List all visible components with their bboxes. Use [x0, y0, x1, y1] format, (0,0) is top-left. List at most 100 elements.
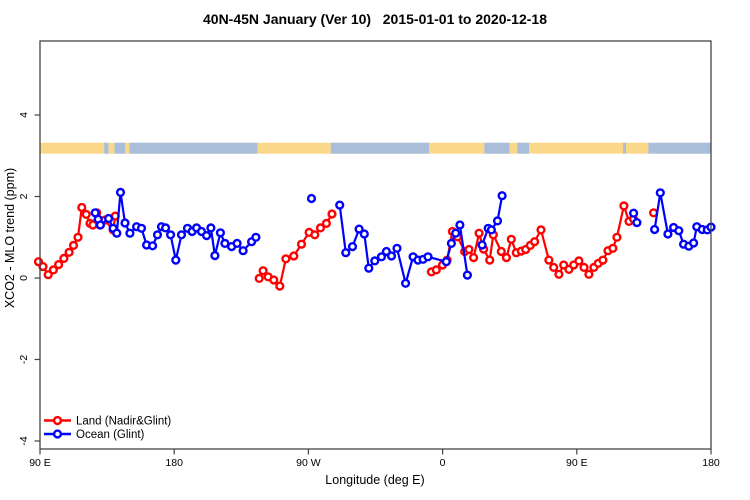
data-point — [584, 269, 594, 279]
data-point — [486, 225, 497, 235]
data-point — [125, 228, 135, 238]
data-point — [598, 255, 608, 265]
data-point — [446, 238, 457, 249]
band-segment-land — [257, 142, 331, 154]
data-point — [202, 231, 212, 241]
y-tick-label: -2 — [18, 355, 30, 364]
x-axis-ticks: 90 E 180 90 W 0 90 E 180 — [29, 449, 720, 469]
data-point — [608, 243, 618, 253]
x-tick-label: 180 — [702, 457, 720, 469]
band-segment-ocean — [330, 142, 430, 154]
band-segment-land — [108, 142, 115, 154]
x-tick-label: 180 — [165, 457, 183, 469]
band-segment-land — [626, 142, 649, 154]
chart-title: 40N-45N January (Ver 10) 2015-01-01 to 2… — [203, 11, 547, 27]
data-point — [310, 230, 320, 240]
data-point — [619, 201, 629, 211]
data-point — [112, 228, 122, 238]
y-tick-label: -4 — [18, 436, 30, 445]
data-point — [289, 251, 299, 261]
series-line — [653, 191, 713, 248]
data-point — [238, 246, 248, 256]
data-point — [59, 253, 69, 264]
data-point — [462, 270, 473, 280]
data-point — [455, 220, 465, 230]
band-segment-ocean — [648, 142, 711, 154]
legend-point — [52, 415, 63, 426]
legend-label-ocean: Ocean (Glint) — [76, 429, 145, 441]
data-point — [431, 265, 441, 275]
data-point — [258, 266, 268, 276]
data-point — [401, 278, 411, 288]
data-point — [579, 262, 589, 273]
data-point — [281, 254, 291, 264]
data-point — [171, 255, 181, 265]
band-segment-ocean — [484, 142, 510, 154]
data-point — [232, 238, 242, 249]
data-point — [136, 223, 147, 233]
ocean-series-group — [90, 187, 716, 288]
data-point — [166, 230, 176, 240]
data-point — [81, 209, 91, 220]
y-tick-label: 2 — [18, 193, 30, 199]
data-point — [341, 248, 351, 258]
data-point — [386, 251, 397, 261]
data-point — [497, 191, 507, 201]
data-point — [632, 218, 642, 228]
data-point — [501, 253, 512, 263]
data-point — [43, 270, 53, 280]
data-point — [120, 218, 130, 228]
data-point — [441, 257, 451, 267]
data-point — [335, 200, 345, 210]
data-point — [206, 223, 216, 233]
data-point — [477, 240, 487, 250]
data-point — [474, 228, 484, 238]
band-segment-land — [124, 142, 130, 154]
data-point — [321, 218, 332, 229]
data-point — [663, 229, 673, 239]
data-point — [469, 253, 479, 263]
y-tick-label: 0 — [18, 275, 30, 281]
data-point — [77, 202, 87, 213]
data-point — [210, 251, 220, 261]
data-point — [327, 209, 337, 219]
x-tick-label: 0 — [440, 457, 446, 469]
data-point — [347, 242, 358, 252]
data-point — [655, 188, 665, 198]
data-point — [376, 252, 387, 262]
data-point — [95, 220, 106, 230]
data-point — [64, 247, 74, 257]
data-point — [574, 256, 584, 266]
band-segment-land — [529, 142, 624, 154]
data-point — [176, 230, 187, 240]
data-point — [423, 252, 433, 262]
band-segment-land — [40, 142, 105, 154]
data-point — [674, 226, 684, 236]
data-point — [549, 262, 559, 273]
data-point — [254, 273, 264, 284]
data-point — [275, 281, 285, 291]
data-point — [48, 265, 59, 275]
data-point — [536, 225, 546, 235]
data-point — [628, 208, 639, 218]
data-point — [152, 230, 163, 240]
data-point — [492, 216, 503, 226]
data-point — [506, 234, 516, 244]
data-point — [370, 256, 380, 266]
band-segment-ocean — [114, 142, 125, 154]
data-point — [485, 255, 495, 265]
band-segment-land — [429, 142, 485, 154]
data-point — [306, 193, 317, 204]
band-segment-land — [509, 142, 518, 154]
legend-point — [52, 429, 63, 439]
data-point — [161, 223, 171, 233]
data-point — [215, 228, 226, 238]
data-point — [103, 213, 114, 224]
data-point — [359, 229, 369, 239]
data-point — [296, 239, 307, 249]
y-tick-label: 4 — [18, 112, 30, 118]
band-segment-ocean — [129, 142, 258, 154]
data-point — [115, 187, 126, 198]
